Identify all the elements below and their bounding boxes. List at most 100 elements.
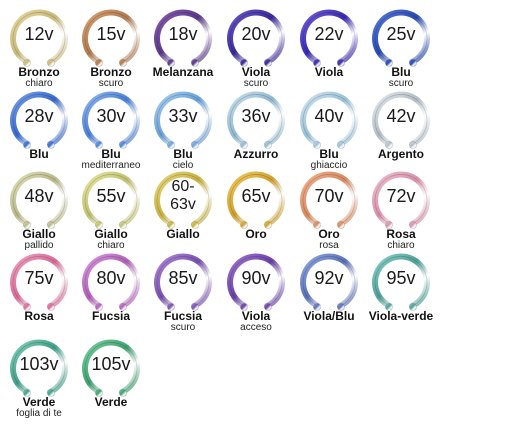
ring-end-ball: [191, 303, 199, 311]
color-subname: scuro: [243, 78, 269, 89]
ring-end-ball: [385, 221, 393, 229]
ring-swatch: 103v Verde foglia di te: [6, 336, 72, 420]
ring-icon: [82, 171, 140, 229]
ring-icon: [10, 171, 68, 229]
voltage-label: 55v: [96, 186, 126, 206]
ring-end-ball: [240, 141, 248, 149]
ring-end-ball: [47, 59, 55, 67]
ring-band: [154, 91, 212, 147]
ring-band: [154, 253, 212, 309]
ring-icon: [82, 339, 140, 397]
ring-end-ball: [95, 303, 103, 311]
color-subname: ghiaccio: [310, 160, 348, 171]
color-subname: chiaro: [97, 240, 125, 251]
voltage-label: 40v: [314, 106, 344, 126]
ring-swatch: 15v Bronzo scuro: [78, 6, 144, 90]
ring-end-ball: [167, 59, 175, 67]
ring-end-ball: [167, 141, 175, 149]
ring-end-ball: [23, 141, 31, 149]
ring-end-ball: [47, 389, 55, 397]
ring-end-ball: [23, 221, 31, 229]
ring-icon: [372, 253, 430, 311]
ring-end-ball: [264, 59, 272, 67]
ring-end-ball: [240, 59, 248, 67]
color-name: Fucsia: [163, 309, 202, 323]
ring-swatch: 55v Giallo chiaro: [78, 168, 144, 252]
ring-end-ball: [385, 303, 393, 311]
ring-end-ball: [191, 141, 199, 149]
ring-swatch: 40v Blu ghiaccio: [296, 88, 362, 172]
color-subname: scuro: [388, 78, 414, 89]
color-name: Bronzo: [18, 65, 60, 79]
color-name: Blu: [101, 147, 121, 161]
color-subname: rosa: [319, 240, 339, 251]
ring-end-ball: [23, 389, 31, 397]
ring-band: [372, 253, 430, 309]
ring-end-ball: [385, 59, 393, 67]
ring-swatch: 75v Rosa: [6, 250, 72, 334]
voltage-label: 18v: [168, 24, 198, 44]
color-name: Giallo: [166, 227, 200, 241]
voltage-label: 15v: [96, 24, 126, 44]
ring-band: [10, 339, 68, 395]
ring-swatch: 28v Blu: [6, 88, 72, 172]
ring-swatch: 72v Rosa chiaro: [368, 168, 434, 252]
ring-end-ball: [385, 141, 393, 149]
ring-end-ball: [95, 389, 103, 397]
ring-swatch: 33v Blu cielo: [150, 88, 216, 172]
color-name: Verde: [22, 395, 56, 409]
voltage-label: 25v: [386, 24, 416, 44]
ring-end-ball: [119, 221, 127, 229]
ring-end-ball: [264, 303, 272, 311]
ring-swatch: 36v Azzurro: [223, 88, 289, 172]
color-subname: scuro: [170, 322, 196, 333]
ring-band: [10, 91, 68, 147]
voltage-label: 22v: [314, 24, 344, 44]
ring-swatch: 60- 63v Giallo: [150, 168, 216, 252]
ring-swatch: 42v Argento: [368, 88, 434, 172]
ring-swatch: 95v Viola-verde: [368, 250, 434, 334]
ring-band: [82, 91, 140, 147]
ring-icon: [372, 9, 430, 67]
ring-icon: [154, 9, 212, 67]
ring-end-ball: [191, 221, 199, 229]
voltage-label: 48v: [24, 186, 54, 206]
ring-band: [300, 9, 358, 65]
ring-swatch: 12v Bronzo chiaro: [6, 6, 72, 90]
ring-band: [372, 91, 430, 147]
ring-icon: [300, 9, 358, 67]
ring-swatch: 22v Viola: [296, 6, 362, 90]
color-name: Viola: [241, 65, 271, 79]
color-name: Rosa: [24, 309, 54, 323]
ring-band: [300, 171, 358, 227]
ring-swatch: 18v Melanzana: [150, 6, 216, 90]
ring-band: [82, 9, 140, 65]
ring-swatch: 65v Oro: [223, 168, 289, 252]
ring-band: [10, 253, 68, 309]
ring-end-ball: [95, 221, 103, 229]
ring-end-ball: [337, 59, 345, 67]
ring-end-ball: [337, 141, 345, 149]
color-name: Giallo: [94, 227, 128, 241]
voltage-label: 105v: [91, 354, 131, 374]
ring-end-ball: [337, 221, 345, 229]
color-subname: scuro: [98, 78, 124, 89]
ring-swatch: 105v Verde: [78, 336, 144, 420]
color-name: Blu: [391, 65, 411, 79]
ring-end-ball: [409, 59, 417, 67]
ring-band: [154, 171, 212, 227]
ring-band: [300, 253, 358, 309]
ring-end-ball: [167, 221, 175, 229]
color-subname: chiaro: [387, 240, 415, 251]
ring-end-ball: [95, 141, 103, 149]
ring-band: [227, 91, 285, 147]
color-name: Fucsia: [91, 309, 130, 323]
ring-band: [82, 339, 140, 395]
ring-end-ball: [119, 141, 127, 149]
ring-end-ball: [240, 303, 248, 311]
color-name: Viola/Blu: [303, 309, 355, 323]
ring-end-ball: [119, 303, 127, 311]
color-name: Rosa: [386, 227, 416, 241]
voltage-label: 20v: [241, 24, 271, 44]
